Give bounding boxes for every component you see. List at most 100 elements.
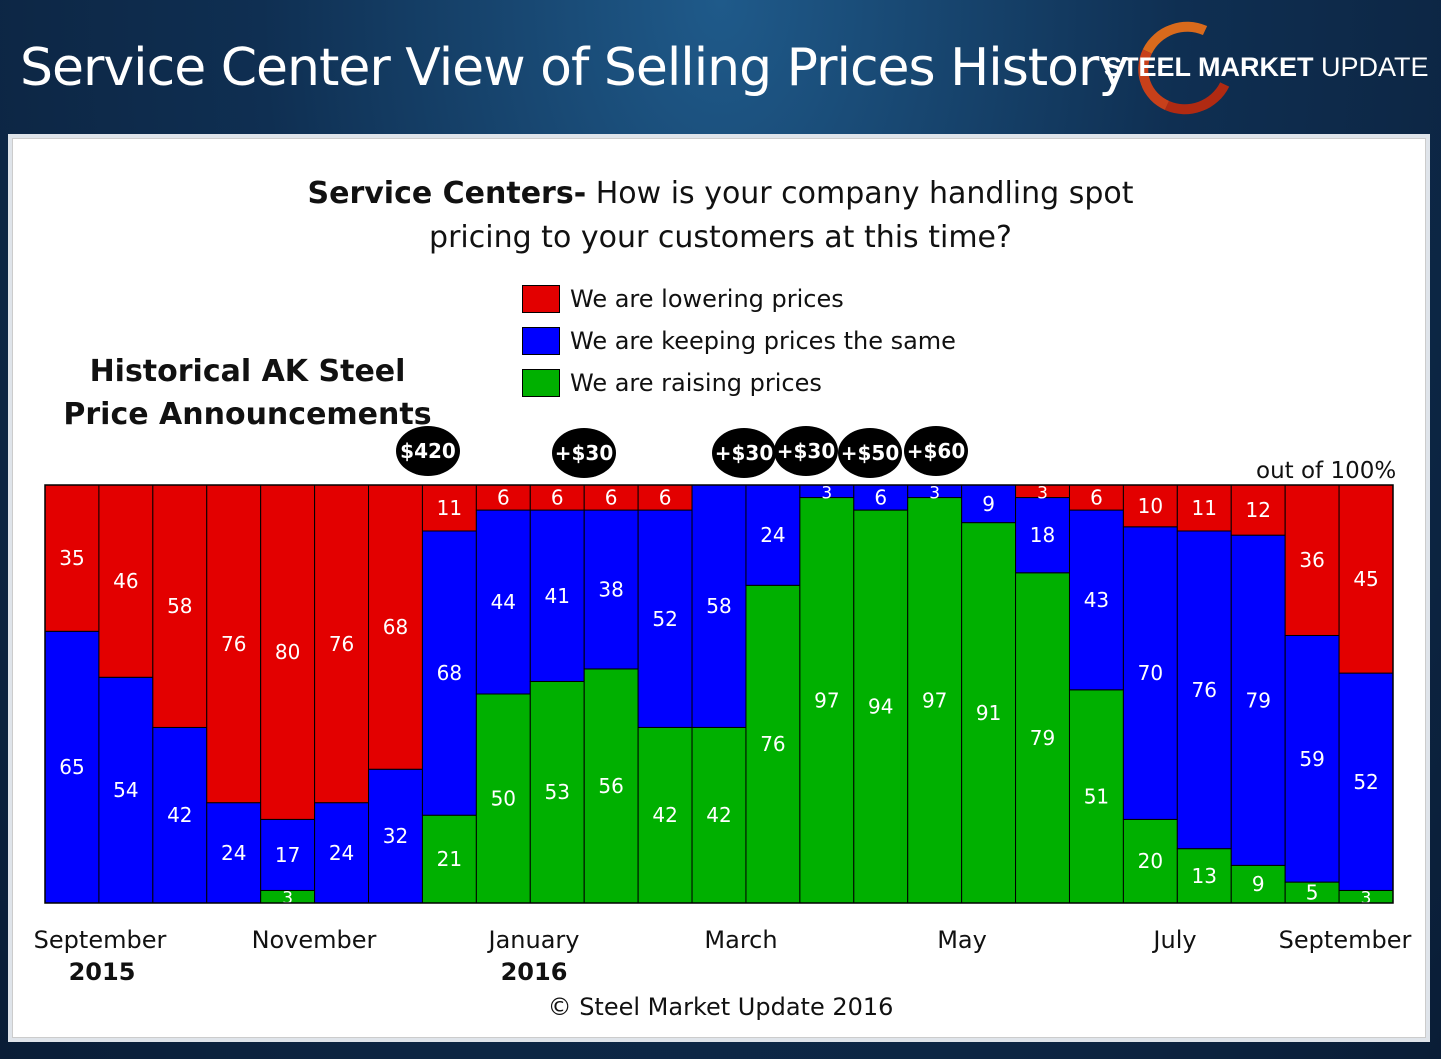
- data-label: 3: [282, 889, 293, 909]
- bar-segment: [1176, 530, 1232, 850]
- data-label: 6: [497, 486, 510, 510]
- bar-segment: [475, 484, 531, 511]
- data-label: 6: [659, 486, 672, 510]
- data-label: 13: [1192, 864, 1217, 888]
- bar-segment: [1015, 497, 1070, 574]
- data-label: 11: [437, 496, 462, 520]
- announcement-bubble: +$50: [838, 428, 902, 478]
- data-label: 59: [1299, 747, 1324, 771]
- data-label: 76: [1192, 678, 1217, 702]
- survey-question: Service Centers- How is your company han…: [0, 172, 1441, 260]
- bar-segment: [637, 484, 693, 511]
- bar-segment: [637, 726, 693, 904]
- data-label: 9: [982, 492, 995, 516]
- data-label: 79: [1030, 726, 1055, 750]
- bar-segment: [745, 484, 801, 586]
- question-line-1: Service Centers- How is your company han…: [0, 172, 1441, 216]
- bar-segment: [1068, 689, 1124, 904]
- data-label: 9: [1252, 872, 1265, 896]
- bar-segment: [583, 484, 639, 511]
- bar-segment: [421, 484, 477, 532]
- logo-bold-text: STEEL MARKET: [1104, 52, 1314, 82]
- bar-segment: [421, 530, 477, 816]
- data-label: 45: [1353, 567, 1378, 591]
- data-label: 3: [1037, 483, 1048, 503]
- data-label: 76: [329, 632, 354, 656]
- x-tick-label: September: [1278, 926, 1412, 954]
- data-label: 97: [814, 688, 839, 712]
- year-label: 2016: [500, 958, 568, 986]
- data-label: 24: [329, 841, 354, 865]
- plot-frame: [44, 484, 1394, 904]
- steel-market-update-logo: STEEL MARKET UPDATE: [1096, 8, 1436, 128]
- data-label: 52: [652, 607, 677, 631]
- data-label: 97: [922, 688, 947, 712]
- data-label: 42: [652, 803, 677, 827]
- year-label: 2015: [68, 958, 136, 986]
- legend-label-same: We are keeping prices the same: [570, 327, 956, 355]
- data-label: 58: [167, 594, 192, 618]
- bar-segment: [529, 680, 585, 904]
- data-label: 5: [1306, 881, 1319, 905]
- bar-segment: [475, 509, 531, 695]
- bar-segment: [1230, 534, 1286, 866]
- data-label: 11: [1192, 496, 1217, 520]
- data-label: 56: [598, 774, 623, 798]
- ak-title-line-2: Price Announcements: [63, 397, 432, 432]
- bar-segment: [1230, 864, 1286, 904]
- ak-steel-title: Historical AK Steel Price Announcements: [60, 350, 435, 436]
- bar-segment: [1338, 672, 1394, 891]
- data-label: 36: [1299, 548, 1324, 572]
- data-label: 3: [821, 483, 832, 503]
- data-label: 41: [545, 584, 570, 608]
- data-label: 54: [113, 778, 138, 802]
- x-tick-label: March: [704, 926, 778, 954]
- page-title: Service Center View of Selling Prices Hi…: [20, 38, 1129, 98]
- legend-swatch-raising: [522, 369, 560, 397]
- data-label: 79: [1245, 688, 1270, 712]
- data-label: 44: [491, 590, 516, 614]
- data-label: 6: [874, 486, 887, 510]
- legend-label-lowering: We are lowering prices: [570, 285, 844, 313]
- bar-segment: [1068, 509, 1124, 691]
- x-tick-label: January: [488, 926, 580, 954]
- question-line-2: pricing to your customers at this time?: [429, 220, 1012, 255]
- data-label: 12: [1245, 498, 1270, 522]
- bar-segment: [1284, 484, 1340, 636]
- data-label: 58: [706, 594, 731, 618]
- data-label: 68: [383, 615, 408, 639]
- ak-title-line-1: Historical AK Steel: [89, 354, 406, 389]
- data-label: 6: [551, 486, 564, 510]
- announcement-bubble: +$30: [712, 428, 776, 478]
- bar-segment: [583, 509, 639, 670]
- legend-swatch-same: [522, 327, 560, 355]
- data-label: 91: [976, 701, 1001, 725]
- data-label: 32: [383, 824, 408, 848]
- logo-light-text: UPDATE: [1321, 52, 1429, 82]
- copyright: © Steel Market Update 2016: [547, 993, 894, 1021]
- legend-label-raising: We are raising prices: [570, 369, 822, 397]
- data-label: 17: [275, 843, 300, 867]
- data-label: 80: [275, 640, 300, 664]
- bar-segment: [745, 584, 801, 904]
- data-label: 46: [113, 569, 138, 593]
- announcement-bubble: +$60: [904, 426, 968, 476]
- bar-segment: [206, 802, 262, 904]
- bar-segment: [1122, 484, 1178, 528]
- question-bold: Service Centers-: [307, 176, 587, 211]
- bar-segment: [799, 497, 855, 904]
- logo-text: STEEL MARKET UPDATE: [1104, 52, 1429, 83]
- data-label: 50: [491, 787, 516, 811]
- data-label: 52: [1353, 770, 1378, 794]
- question-text-1: How is your company handling spot: [595, 176, 1134, 211]
- bar-segment: [152, 484, 208, 728]
- bar-segment: [637, 509, 693, 728]
- x-tick-label: September: [33, 926, 167, 954]
- announcement-bubble: $420: [396, 426, 460, 476]
- data-label: 3: [929, 483, 940, 503]
- out-of-label: out of 100%: [1256, 458, 1397, 484]
- data-label: 18: [1030, 523, 1055, 547]
- data-label: 51: [1084, 784, 1109, 808]
- data-label: 65: [59, 755, 84, 779]
